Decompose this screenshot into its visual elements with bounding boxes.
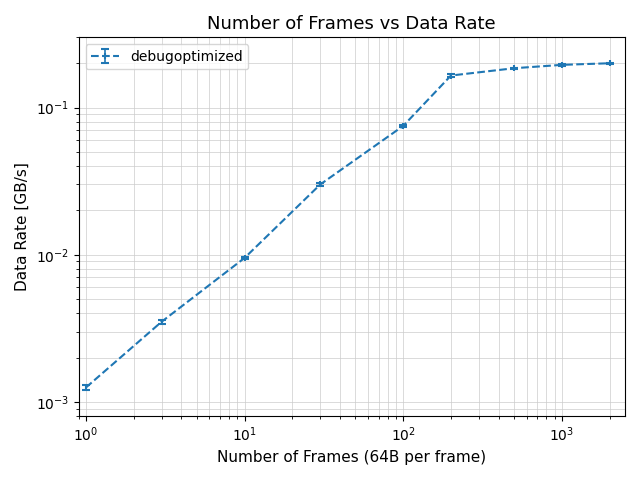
Y-axis label: Data Rate [GB/s]: Data Rate [GB/s]: [15, 162, 30, 291]
Legend: debugoptimized: debugoptimized: [86, 44, 248, 70]
Title: Number of Frames vs Data Rate: Number of Frames vs Data Rate: [207, 15, 496, 33]
X-axis label: Number of Frames (64B per frame): Number of Frames (64B per frame): [217, 450, 486, 465]
